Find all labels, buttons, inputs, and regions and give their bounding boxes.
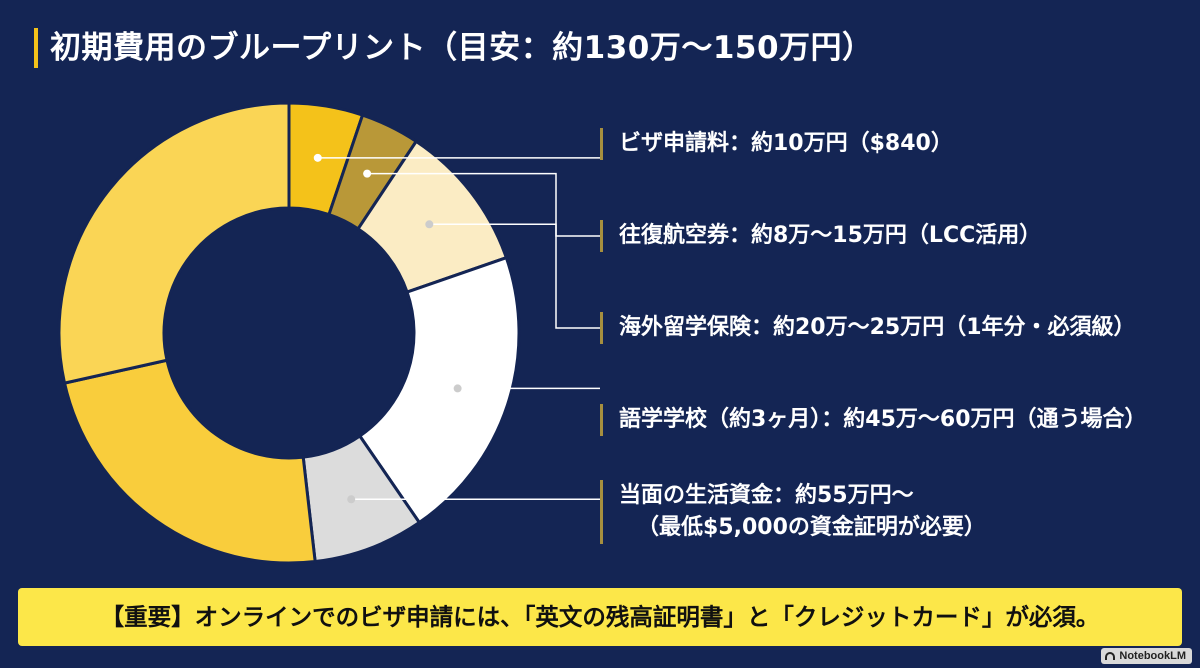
legend-item-3: 海外留学保険：約20万〜25万円（1年分・必須級） [600, 312, 1136, 344]
legend-item-1-line-1: ビザ申請料：約10万円（$840） [619, 131, 953, 156]
legend-item-2-line-1: 往復航空券：約8万〜15万円（LCC活用） [619, 223, 1042, 248]
notebooklm-watermark: NotebookLM [1101, 648, 1192, 664]
title-accent-bar [34, 28, 38, 68]
legend-item-2: 往復航空券：約8万〜15万円（LCC活用） [600, 220, 1041, 252]
legend-item-5-line-1: 当面の生活資金：約55万円〜 [619, 483, 914, 508]
leader-marker-5 [347, 495, 356, 504]
leader-marker-3 [425, 220, 434, 229]
leader-marker-4 [453, 384, 462, 393]
legend-item-4: 語学学校（約3ヶ月）：約45万〜60万円（通う場合） [600, 404, 1147, 436]
donut-slice-4 [357, 255, 521, 525]
donut-slice-7 [57, 101, 291, 385]
legend-item-5: 当面の生活資金：約55万円〜 （最低$5,000の資金証明が必要） [600, 480, 986, 544]
leader-marker-1 [313, 153, 322, 162]
legend-item-5-line-2: （最低$5,000の資金証明が必要） [637, 515, 986, 540]
notebooklm-logo-icon [1105, 652, 1116, 660]
page-title: 初期費用のブループリント（目安：約130万〜150万円） [50, 30, 874, 66]
legend-item-1: ビザ申請料：約10万円（$840） [600, 128, 953, 160]
donut-slice-6 [62, 358, 317, 565]
leader-line-3 [429, 223, 600, 329]
leader-marker-2 [363, 169, 372, 178]
legend-item-4-line-1: 語学学校（約3ヶ月）：約45万〜60万円（通う場合） [619, 407, 1147, 432]
leader-line-2 [367, 172, 600, 237]
important-notice: 【重要】オンラインでのビザ申請には、「英文の残高証明書」と「クレジットカード」が… [18, 588, 1182, 646]
watermark-label: NotebookLM [1119, 650, 1186, 662]
legend-item-3-line-1: 海外留学保険：約20万〜25万円（1年分・必須級） [619, 315, 1136, 340]
